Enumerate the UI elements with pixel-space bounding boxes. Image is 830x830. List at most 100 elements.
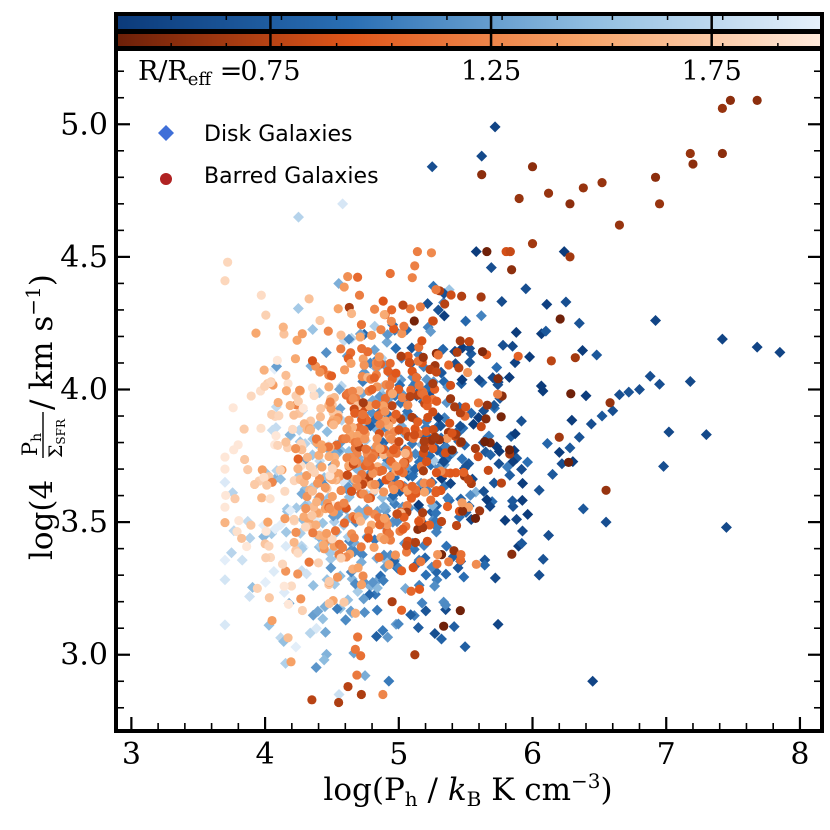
disk-galaxy-point [654,378,666,390]
barred-galaxy-point [357,343,367,354]
disk-galaxy-point [456,453,468,465]
barred-galaxy-point [457,291,467,301]
barred-galaxy-point [272,355,282,365]
disk-galaxy-point [301,568,313,580]
x-tick-labels: 3 4 5 6 7 8 [122,737,810,772]
barred-galaxy-point [481,414,491,424]
disk-galaxy-point [473,412,485,424]
disk-galaxy-point [371,630,383,642]
barred-galaxy-point [717,148,727,159]
barred-galaxy-point [392,509,402,519]
disk-galaxy-point [493,458,505,470]
barred-galaxy-point [451,520,462,531]
barred-galaxy-point [324,576,334,587]
disk-galaxy-point [613,389,625,401]
disk-galaxy-point [507,456,519,468]
disk-galaxy-point [516,463,528,475]
barred-galaxy-point [356,689,366,700]
legend-label-disk: Disk Galaxies [204,122,353,147]
disk-galaxy-point [467,418,479,430]
barred-galaxy-point [367,384,377,395]
disk-galaxy-point [481,494,493,506]
barred-galaxy-point [243,465,253,475]
barred-galaxy-point [564,457,574,467]
barred-galaxy-point [415,302,426,312]
barred-galaxy-point [450,402,460,412]
barred-galaxy-point [410,261,420,271]
disk-galaxy-point [535,380,547,392]
barred-galaxy-point [313,558,324,568]
barred-galaxy-point [363,506,373,516]
barred-galaxy-point [432,396,442,406]
barred-galaxy-point [401,540,412,551]
disk-galaxy-point [371,604,383,616]
barred-galaxy-point [405,391,415,402]
barred-galaxy-point [346,308,357,319]
barred-galaxy-point [261,526,271,536]
barred-galaxy-point [369,542,379,552]
colorbar-label: R/Reff = [138,56,242,90]
disk-galaxy-point [321,426,333,438]
disk-galaxy-point [540,325,552,337]
barred-galaxy-point [324,598,334,609]
barred-galaxy-point [349,533,359,543]
barred-galaxy-point [473,398,484,408]
barred-galaxy-point [327,491,337,502]
disk-galaxy-point [464,342,476,354]
barred-galaxy-point [411,372,422,383]
barred-galaxy-point [256,290,266,300]
barred-galaxy-point [414,584,425,594]
barred-galaxy-point [426,248,437,258]
barred-galaxy-point [422,394,432,405]
disk-galaxy-point [359,606,371,618]
barred-galaxy-point [459,467,469,477]
barred-galaxy-point [308,528,318,538]
disk-galaxy-point [390,342,402,354]
barred-galaxy-point [389,324,399,334]
disk-galaxy-point [312,605,324,617]
disk-galaxy-point [359,670,371,682]
y-tick-label: 4.0 [60,373,108,408]
barred-galaxy-point [301,503,311,514]
barred-galaxy-point [325,471,335,481]
barred-galaxy-point [387,305,397,315]
disk-galaxy-point [290,641,302,653]
barred-galaxy-point [391,368,401,378]
barred-galaxy-point [325,503,335,514]
barred-galaxy-point [330,526,341,536]
disk-galaxy-point [334,383,346,395]
barred-galaxy-point [496,412,506,422]
disk-galaxy-point [416,597,428,609]
barred-galaxy-point [221,490,231,501]
barred-galaxy-point [456,437,466,447]
barred-galaxy-point [279,329,289,339]
barred-galaxy-point [324,451,334,462]
disk-galaxy-point [520,283,532,295]
colorbar-blue [114,12,824,33]
barred-galaxy-point [566,389,576,399]
barred-galaxy-point [304,294,314,304]
barred-galaxy-point [428,379,438,389]
barred-galaxy-point [352,670,362,680]
barred-galaxy-point [388,445,398,455]
barred-galaxy-point [440,299,450,309]
disk-galaxy-point [440,540,452,552]
barred-galaxy-point [456,549,466,560]
barred-galaxy-point [354,290,365,300]
y-axis-title: log(4 h Ph ΣSFR / km s−1) [18,274,68,560]
barred-galaxy-point [280,513,290,524]
disk-galaxy-point [573,317,585,329]
disk-galaxy-point [533,484,545,496]
barred-galaxy-point [416,557,426,567]
barred-galaxy-point [320,482,330,493]
barred-galaxy-point [364,526,374,536]
disk-galaxy-point [700,429,712,441]
disk-galaxy-point [577,503,589,515]
barred-galaxy-point [431,285,441,295]
barred-galaxy-point [237,533,247,544]
disk-galaxy-point [533,569,545,581]
barred-galaxy-point [257,493,267,503]
disk-galaxy-point [573,431,585,443]
barred-galaxy-point [249,479,260,490]
disk-galaxy-point [445,477,457,489]
